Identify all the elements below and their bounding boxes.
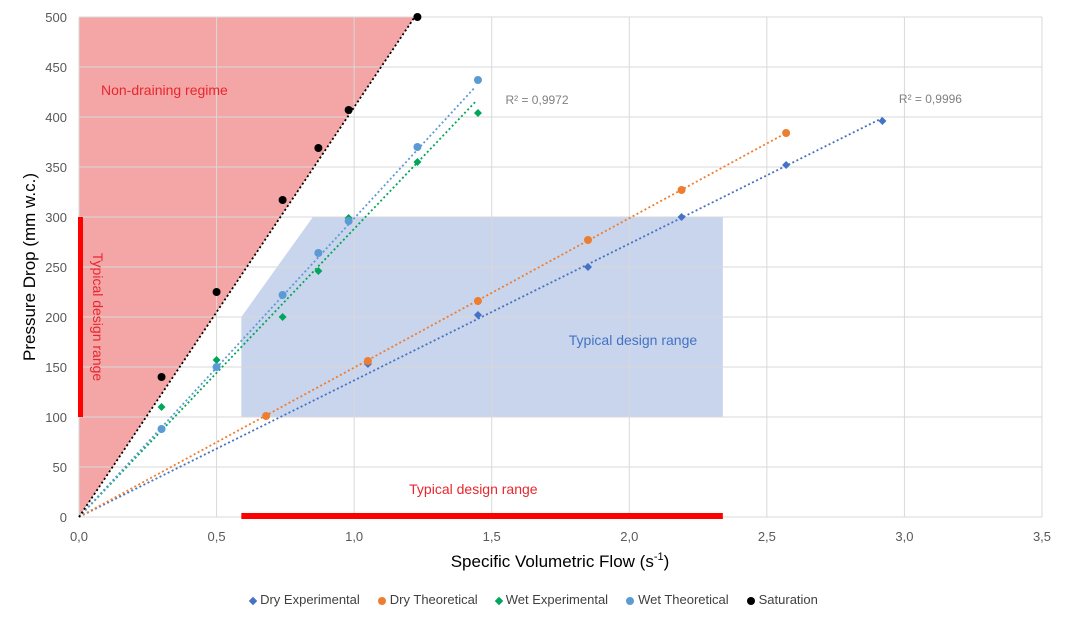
- y-tick-label: 250: [45, 260, 67, 275]
- x-tick-label: 2,5: [758, 529, 776, 544]
- y-tick-label: 450: [45, 60, 67, 75]
- point-dry-experimental: [782, 161, 791, 169]
- trendline-saturation: [78, 16, 416, 518]
- x-tick-label: 0,0: [70, 529, 88, 544]
- x-axis-title-end: ): [664, 552, 670, 571]
- annotations: R² = 0,9972 R² = 0,9996 Non-draining regim…: [90, 82, 963, 497]
- x-axis-title-sup: -1: [654, 551, 664, 563]
- y-tick-label: 0: [60, 510, 67, 525]
- legend-marker-icon: [377, 596, 386, 605]
- y-tick-label: 100: [45, 410, 67, 425]
- legend-item: Dry Experimental: [248, 592, 360, 607]
- annotation-label: Typical design range: [569, 332, 698, 348]
- point-saturation: [278, 196, 287, 204]
- point-saturation: [344, 106, 353, 114]
- y-tick-label: 50: [53, 460, 67, 475]
- y-tick-label: 500: [45, 10, 67, 25]
- y-tick-label: 150: [45, 360, 67, 375]
- legend-label: Wet Theoretical: [638, 592, 729, 607]
- point-wet-theoretical: [344, 217, 353, 225]
- x-tick-label: 1,0: [345, 529, 363, 544]
- y-tick-label: 300: [45, 210, 67, 225]
- axis-ticks: 0 50 100 150 200 250 300 350 400 450 500 0,0 0,5 1,0 1…: [45, 10, 1051, 544]
- point-wet-experimental: [413, 158, 422, 166]
- point-saturation: [314, 144, 323, 152]
- y-tick-label: 200: [45, 310, 67, 325]
- annotation-label: Typical design range: [409, 481, 538, 497]
- x-tick-label: 3,0: [895, 529, 913, 544]
- legend-item: Wet Experimental: [494, 592, 609, 607]
- y-design-range-bar: [78, 217, 83, 417]
- legend: Dry Experimental Dry Theoretical Wet Exper…: [0, 592, 1068, 607]
- point-saturation: [212, 288, 221, 296]
- y-tick-label: 350: [45, 160, 67, 175]
- legend-label: Wet Experimental: [505, 592, 609, 607]
- point-dry-theoretical: [473, 297, 482, 305]
- trendline-dry-experimental: [78, 117, 883, 518]
- x-axis-title-main: Specific Volumetric Flow (s: [451, 552, 654, 571]
- point-dry-experimental: [584, 263, 593, 271]
- point-dry-experimental: [677, 213, 686, 221]
- chart: 0 50 100 150 200 250 300 350 400 450 500 0,0 0,5 1,0 1…: [20, 10, 1051, 571]
- legend-marker-icon: [626, 596, 635, 605]
- point-wet-theoretical: [413, 143, 422, 151]
- point-wet-experimental: [278, 313, 287, 321]
- legend-marker-icon: [746, 596, 755, 605]
- x-design-range-bar: [241, 513, 723, 519]
- data-points: [157, 13, 887, 433]
- legend-item: Dry Theoretical: [377, 592, 478, 607]
- legend-label: Dry Theoretical: [389, 592, 478, 607]
- y-axis-title: Pressure Drop (mm w.c.): [20, 173, 39, 361]
- annotation-label: Non-draining regime: [101, 82, 228, 98]
- point-dry-theoretical: [677, 186, 686, 194]
- point-wet-theoretical: [278, 291, 287, 299]
- point-dry-theoretical: [363, 357, 372, 365]
- trendline-wet-theoretical: [78, 86, 476, 518]
- point-dry-theoretical: [584, 236, 593, 244]
- annotation-label: R² = 0,9972: [505, 93, 568, 107]
- trendline-dry-theoretical: [78, 132, 787, 518]
- x-axis-title: Specific Volumetric Flow (s-1): [451, 551, 670, 571]
- point-dry-theoretical: [262, 412, 271, 420]
- point-wet-theoretical: [212, 363, 221, 371]
- x-tick-label: 2,0: [620, 529, 638, 544]
- y-tick-label: 400: [45, 110, 67, 125]
- point-saturation: [413, 13, 422, 21]
- point-wet-experimental: [473, 109, 482, 117]
- legend-label: Saturation: [758, 592, 818, 607]
- design-range-bars: [78, 217, 723, 519]
- trendlines: [78, 16, 883, 518]
- point-dry-experimental: [473, 311, 482, 319]
- x-tick-label: 3,5: [1033, 529, 1051, 544]
- trendline-wet-experimental: [78, 101, 476, 518]
- point-wet-experimental: [157, 403, 166, 411]
- point-dry-theoretical: [782, 129, 791, 137]
- legend-marker-icon: [248, 596, 258, 605]
- annotation-label: Typical design range: [90, 253, 106, 382]
- chart-grid: [78, 16, 1043, 518]
- point-wet-experimental: [314, 267, 323, 275]
- annotation-label: R² = 0,9996: [899, 92, 962, 106]
- point-wet-theoretical: [473, 76, 482, 84]
- point-wet-experimental: [212, 356, 221, 364]
- x-tick-label: 0,5: [208, 529, 226, 544]
- legend-marker-icon: [494, 596, 503, 605]
- point-dry-experimental: [878, 117, 887, 125]
- point-wet-theoretical: [314, 249, 323, 257]
- point-wet-theoretical: [157, 425, 166, 433]
- legend-label: Dry Experimental: [260, 592, 360, 607]
- legend-item: Saturation: [746, 592, 818, 607]
- point-saturation: [157, 373, 166, 381]
- legend-item: Wet Theoretical: [626, 592, 729, 607]
- x-tick-label: 1,5: [483, 529, 501, 544]
